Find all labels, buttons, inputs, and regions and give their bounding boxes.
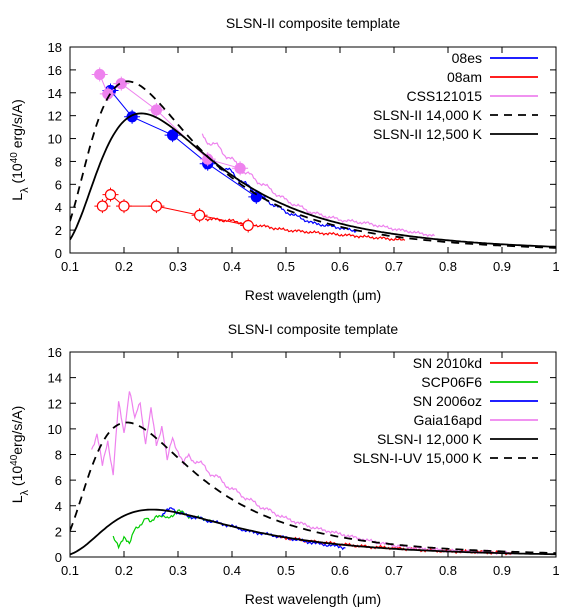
data-point-css121015 <box>234 162 246 174</box>
y-tick-label: 14 <box>48 86 62 101</box>
legend-label: 08am <box>447 69 482 85</box>
legend-label: SLSN-II 14,000 K <box>373 107 483 123</box>
data-point-css121015 <box>94 68 106 81</box>
y-tick-label: 6 <box>55 177 62 192</box>
chart-title: SLSN-I composite template <box>228 321 399 337</box>
y-tick-label: 14 <box>48 371 62 386</box>
x-tick-label: 0.8 <box>439 563 457 578</box>
x-tick-label: 1 <box>552 563 559 578</box>
legend: SN 2010kd SCP06F6 SN 2006oz Gaia16apd SLSN-I… <box>353 355 538 466</box>
x-tick-label: 0.6 <box>331 563 349 578</box>
x-tick-label: 0.2 <box>115 563 133 578</box>
x-tick-label: 0.2 <box>115 259 133 274</box>
legend-label: 08es <box>452 50 482 66</box>
y-tick-label: 16 <box>48 63 62 78</box>
legend-label: SN 2010kd <box>413 355 482 371</box>
x-tick-label: 0.5 <box>277 259 295 274</box>
panel-1: SLSN-II composite template 0.1 0.2 0.3 0.4 0.… <box>9 15 560 303</box>
plot-area <box>70 391 556 556</box>
x-tick-label: 0.4 <box>223 259 241 274</box>
series-spectrum-sn-2006oz <box>161 507 346 551</box>
plot-frame <box>69 46 557 254</box>
legend-label: SLSN-I 12,000 K <box>377 431 483 447</box>
data-point-08am <box>150 200 162 212</box>
data-point-08am <box>118 200 130 212</box>
legend-label: SLSN-II 12,500 K <box>373 126 483 142</box>
x-tick-label: 0.7 <box>385 563 403 578</box>
panel-2: SLSN-I composite template 0.1 0.2 0.3 0.4 0.5… <box>9 321 560 607</box>
x-axis-label: Rest wavelength (μm) <box>245 591 381 607</box>
x-tick-label: 0.9 <box>493 563 511 578</box>
series-line-slsn-i-12-000-k <box>70 508 556 556</box>
series-line-slsn-ii-12-500-k <box>70 112 556 248</box>
y-tick-label: 10 <box>48 132 62 147</box>
y-tick-label: 0 <box>55 550 62 565</box>
x-tick-label: 0.6 <box>331 259 349 274</box>
data-point-08es <box>250 191 262 203</box>
y-tick-label: 8 <box>55 448 62 463</box>
x-tick-label: 0.3 <box>169 259 187 274</box>
plot-area <box>70 67 556 249</box>
x-tick-label: 0.4 <box>223 563 241 578</box>
legend-label: SLSN-I-UV 15,000 K <box>353 450 483 466</box>
y-axis-label: Lλ (1040erg/s/A) <box>9 406 32 504</box>
data-point-css121015 <box>115 78 127 90</box>
y-tick-label: 10 <box>48 422 62 437</box>
x-tick-label: 0.9 <box>493 259 511 274</box>
y-tick-label: 2 <box>55 524 62 539</box>
data-point-08es <box>167 129 179 141</box>
y-tick-label: 12 <box>48 109 62 124</box>
y-tick-label: 8 <box>55 154 62 169</box>
x-axis-label: Rest wavelength (μm) <box>245 287 381 303</box>
legend: 08es 08am CSS121015 SLSN-II 14,000 K SLSN-II… <box>373 50 538 142</box>
series-line-slsn-i-uv-15-000-k <box>70 421 556 554</box>
legend-label: Gaia16apd <box>413 412 482 428</box>
y-tick-label: 0 <box>55 246 62 261</box>
x-tick-label: 1 <box>552 259 559 274</box>
data-point-css121015 <box>202 153 214 165</box>
data-point-08am <box>242 219 254 232</box>
y-axis-label: Lλ (1040 erg/s/A) <box>9 99 32 200</box>
series-line-slsn-ii-14-000-k <box>70 80 556 249</box>
data-point-08am <box>104 189 117 201</box>
x-tick-label: 0.8 <box>439 259 457 274</box>
y-tick-label: 16 <box>48 345 62 360</box>
x-tick-label: 0.7 <box>385 259 403 274</box>
y-tick-label: 2 <box>55 223 62 238</box>
data-point-08am <box>194 209 206 221</box>
legend-label: SCP06F6 <box>421 374 482 390</box>
chart-title: SLSN-II composite template <box>226 15 401 31</box>
data-point-08am <box>96 200 109 212</box>
y-tick-label: 12 <box>48 396 62 411</box>
x-tick-label: 0.5 <box>277 563 295 578</box>
y-tick-label: 18 <box>48 40 62 55</box>
x-tick-label: 0.1 <box>61 259 79 274</box>
x-tick-label: 0.1 <box>61 563 79 578</box>
data-point-css121015 <box>150 104 162 116</box>
y-tick-label: 4 <box>55 499 62 514</box>
legend-label: SN 2006oz <box>413 393 482 409</box>
legend-label: CSS121015 <box>406 88 482 104</box>
x-tick-label: 0.3 <box>169 563 187 578</box>
y-tick-label: 6 <box>55 473 62 488</box>
y-tick-label: 4 <box>55 200 62 215</box>
